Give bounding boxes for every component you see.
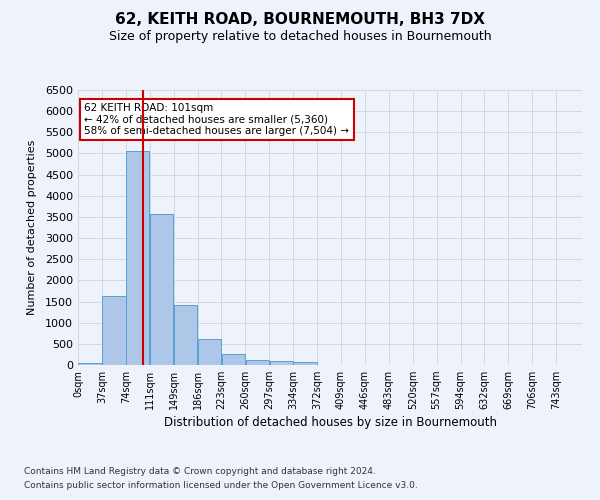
Text: 62, KEITH ROAD, BOURNEMOUTH, BH3 7DX: 62, KEITH ROAD, BOURNEMOUTH, BH3 7DX [115, 12, 485, 28]
Bar [269, 361, 293, 365]
Text: 62 KEITH ROAD: 101sqm
← 42% of detached houses are smaller (5,360)
58% of semi-d: 62 KEITH ROAD: 101sqm ← 42% of detached … [85, 102, 349, 136]
Y-axis label: Number of detached properties: Number of detached properties [26, 140, 37, 315]
Bar [78, 363, 101, 365]
Text: Size of property relative to detached houses in Bournemouth: Size of property relative to detached ho… [109, 30, 491, 43]
Bar [174, 304, 197, 365]
Bar [198, 339, 221, 365]
Bar [102, 296, 125, 365]
Text: Contains HM Land Registry data © Crown copyright and database right 2024.: Contains HM Land Registry data © Crown c… [24, 467, 376, 476]
Text: Distribution of detached houses by size in Bournemouth: Distribution of detached houses by size … [163, 416, 497, 429]
Text: Contains public sector information licensed under the Open Government Licence v3: Contains public sector information licen… [24, 481, 418, 490]
Bar [150, 214, 173, 365]
Bar [245, 360, 269, 365]
Bar [126, 152, 149, 365]
Bar [222, 354, 245, 365]
Bar [293, 362, 317, 365]
